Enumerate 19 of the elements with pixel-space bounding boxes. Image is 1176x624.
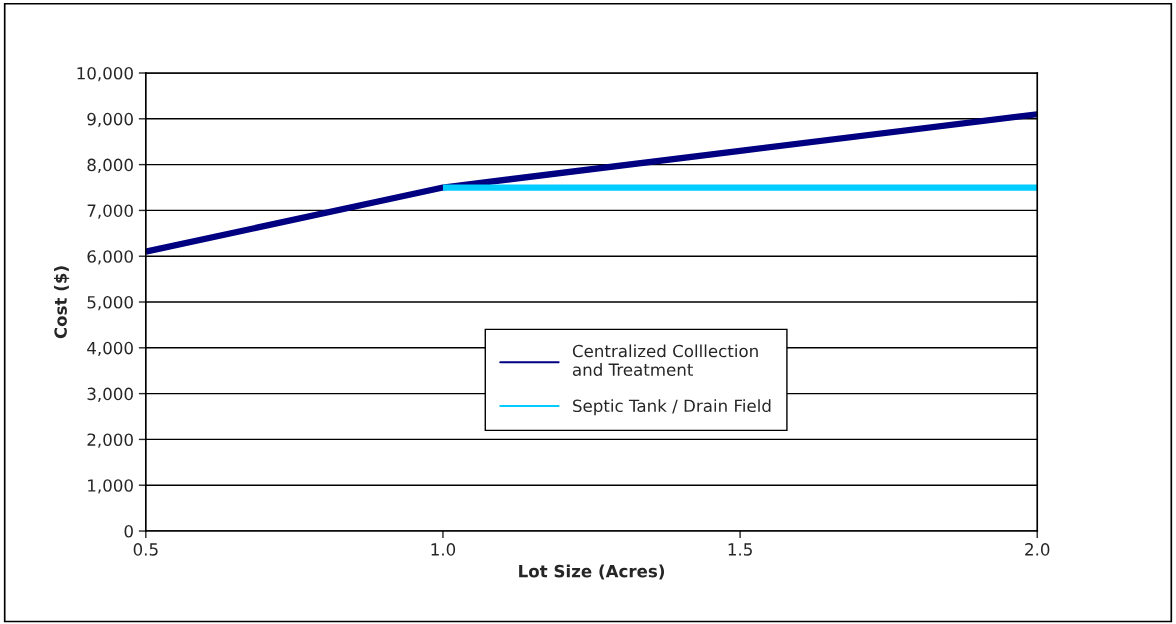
x-axis-title: Lot Size (Acres) xyxy=(519,564,665,580)
x-tick-label: 1.0 xyxy=(431,543,456,556)
x-tick-label: 0.5 xyxy=(133,543,158,556)
y-tick-label: 2,000 xyxy=(87,433,133,448)
y-tick-label: 3,000 xyxy=(87,387,133,402)
legend-label: Septic Tank / Drain Field xyxy=(573,399,771,416)
y-tick-label: 4,000 xyxy=(87,341,133,357)
y-tick-label: 5,000 xyxy=(87,295,133,311)
y-tick-label: 6,000 xyxy=(87,250,133,265)
y-tick-label: 8,000 xyxy=(87,158,133,173)
y-tick-label: 9,000 xyxy=(87,112,133,128)
x-tick-label: 2.0 xyxy=(1025,543,1050,556)
x-tick-label: 1.5 xyxy=(728,543,752,556)
y-tick-label: 7,000 xyxy=(87,204,133,219)
y-tick-label: 1,000 xyxy=(88,479,133,494)
legend-label: Centralized Colllection and Treatment xyxy=(572,344,758,376)
y-axis-title: Cost ($) xyxy=(54,266,70,339)
y-tick-label: 0 xyxy=(124,524,133,538)
y-tick-label: 10,000 xyxy=(77,66,133,82)
